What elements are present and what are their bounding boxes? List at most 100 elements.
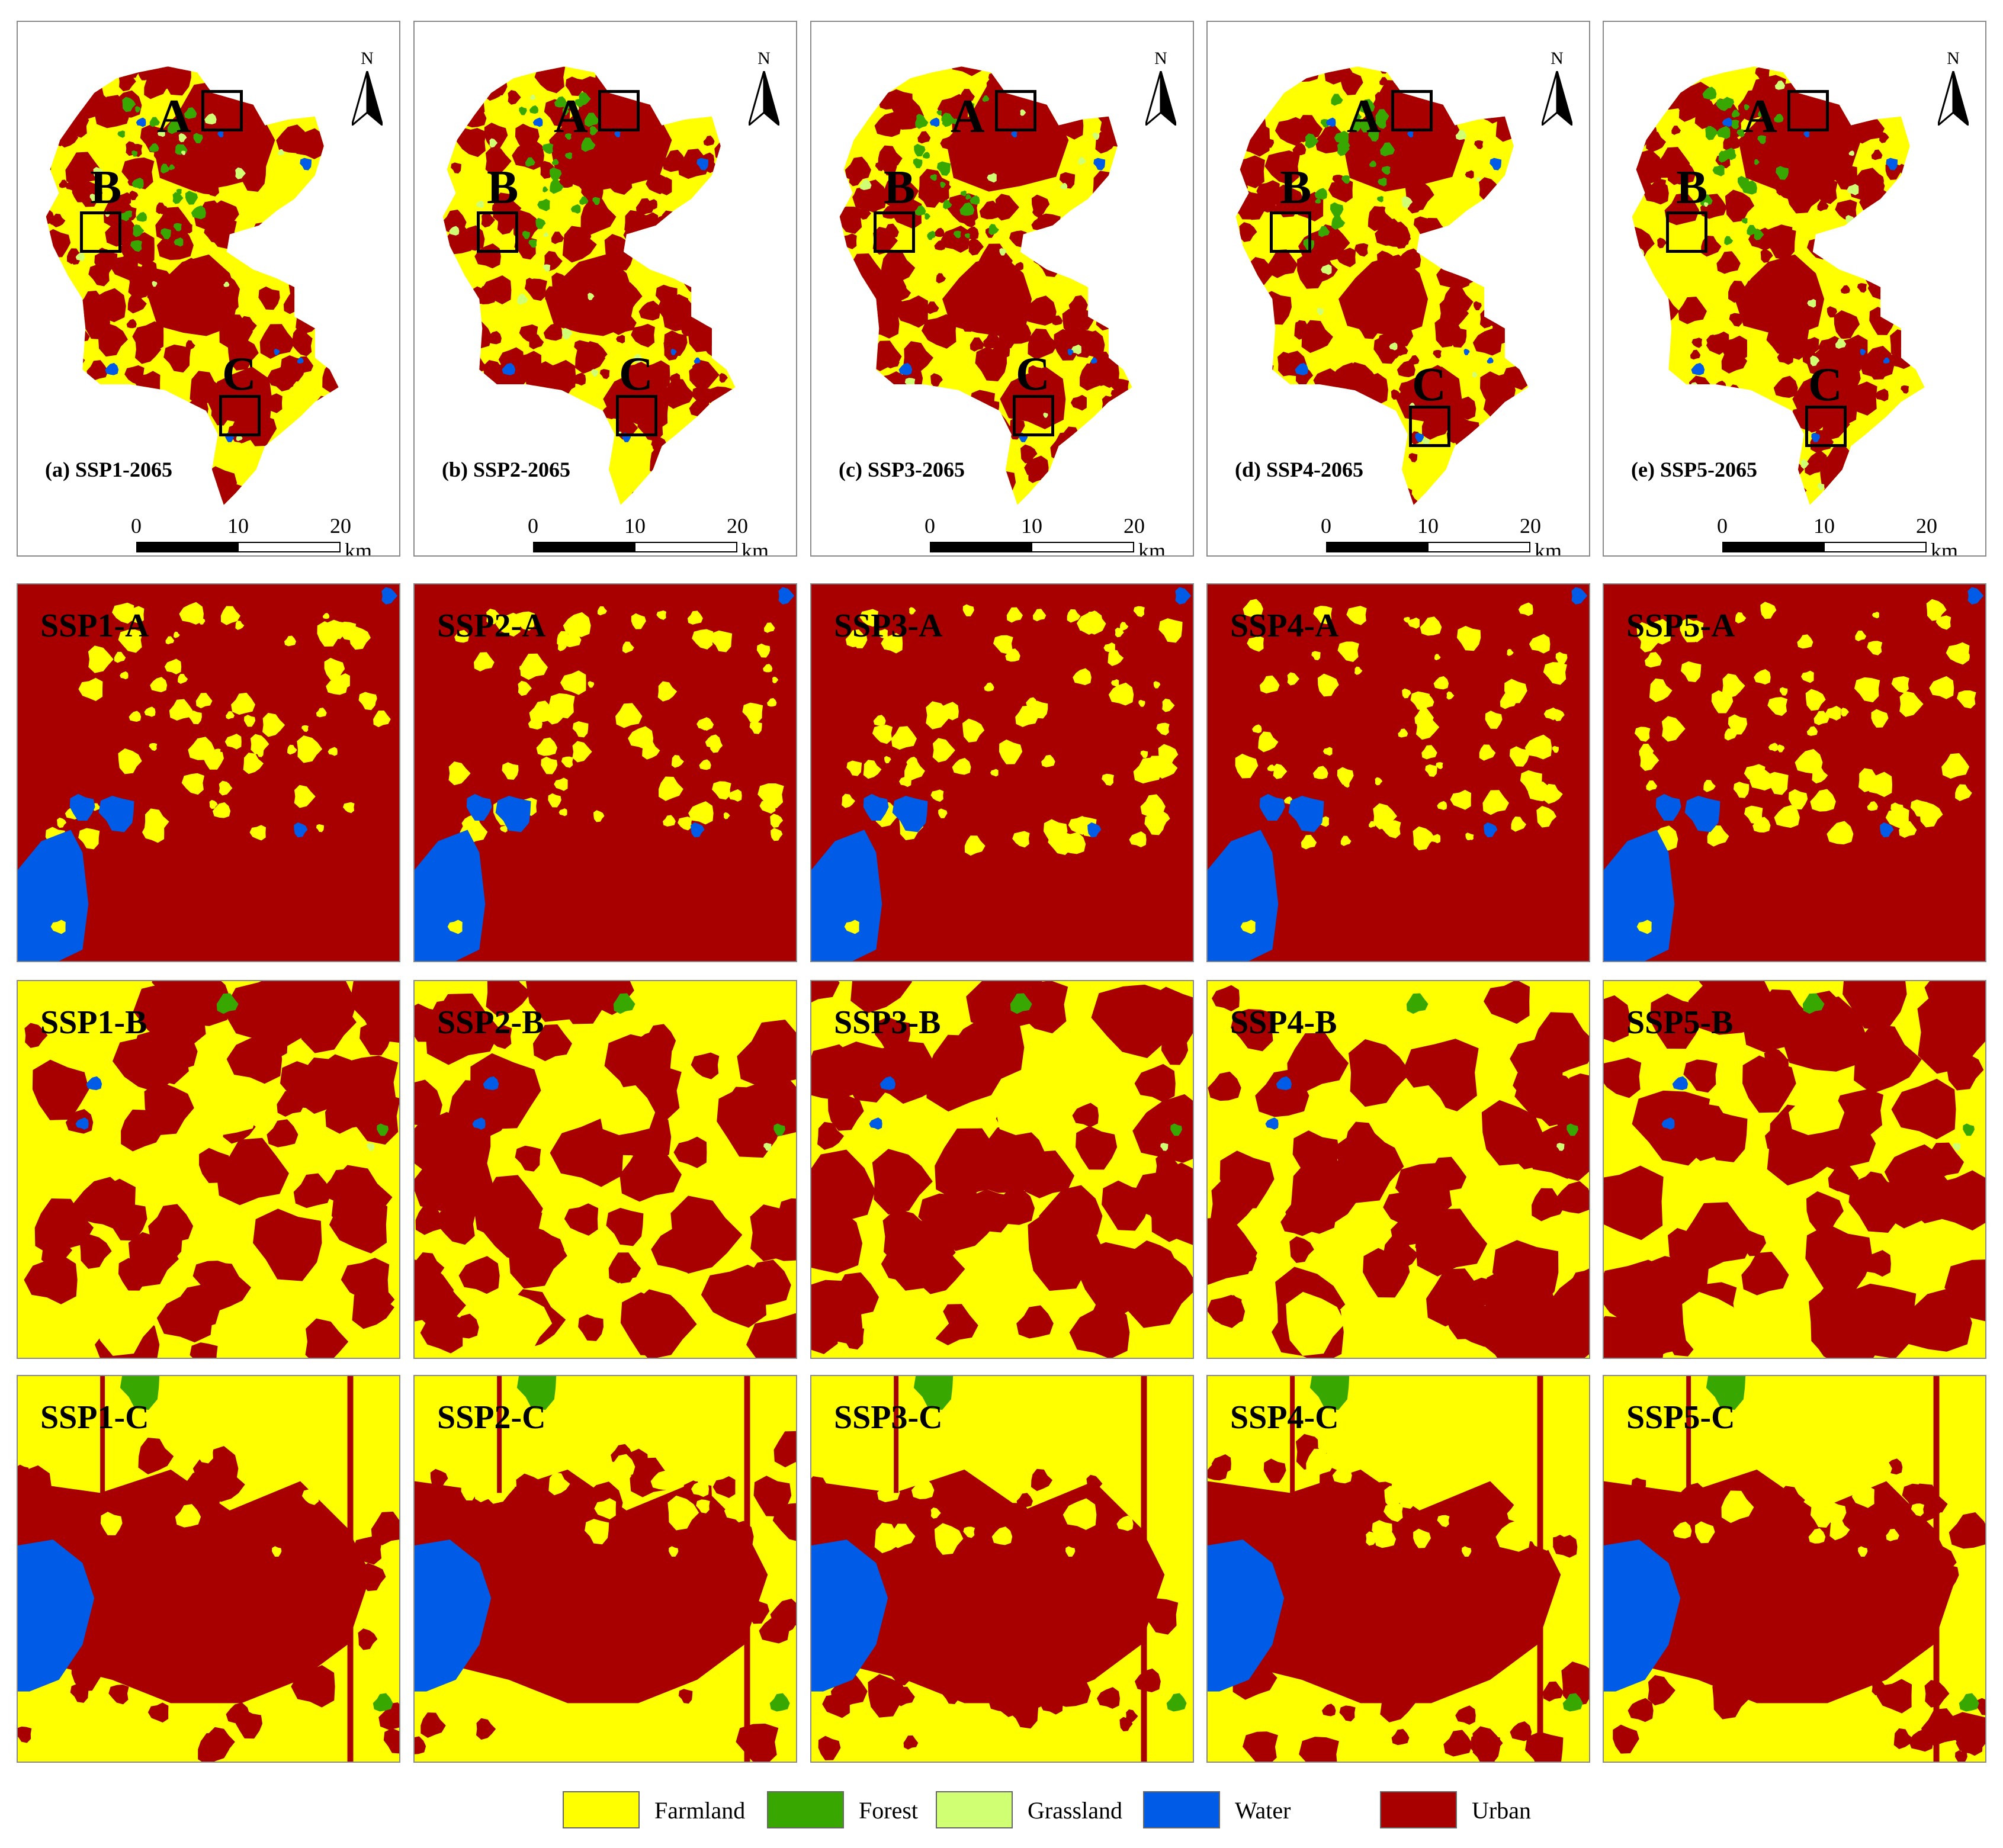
- urban-patch: [1651, 479, 1673, 504]
- urban-patch: [839, 307, 862, 336]
- forest-patch: [922, 152, 930, 159]
- water-body: [98, 796, 134, 833]
- water-patch: [1661, 1117, 1675, 1130]
- farmland-patch: [1899, 821, 1917, 838]
- urban-patch: [52, 343, 65, 356]
- farmland-patch: [859, 609, 879, 627]
- urban-patch: [1463, 245, 1476, 258]
- inset-map: [1604, 981, 1985, 1358]
- farmland-patch: [1313, 605, 1333, 625]
- urban-patch: [296, 303, 323, 335]
- urban-patch: [1561, 1661, 1589, 1706]
- farmland-patch: [1403, 616, 1410, 624]
- forest-patch: [1315, 198, 1321, 204]
- grassland-patch: [1270, 76, 1282, 88]
- urban-patch: [1954, 1750, 1967, 1762]
- urban-strip: [1933, 1376, 1940, 1762]
- urban-patch: [903, 1735, 919, 1750]
- scale-bar: 0 10 20 km: [925, 513, 1167, 555]
- farmland-patch: [301, 1488, 320, 1505]
- farmland-patch: [1495, 1519, 1531, 1552]
- urban-patch: [1483, 1264, 1555, 1326]
- urban-patch: [1532, 1188, 1566, 1222]
- farmland-patch: [149, 743, 158, 751]
- zoom-box-b: [874, 211, 915, 253]
- urban-patch: [839, 494, 862, 505]
- urban-patch: [1115, 338, 1132, 361]
- urban-patch: [1665, 1628, 1706, 1665]
- scale-tick: 10: [624, 514, 646, 538]
- water-body: [892, 796, 928, 833]
- urban-patch: [1292, 66, 1320, 82]
- urban-patch: [850, 981, 913, 1014]
- urban-patch: [249, 1635, 296, 1678]
- urban-patch: [1857, 97, 1877, 117]
- urban-patch: [1066, 1618, 1085, 1636]
- urban-patch: [1508, 1600, 1532, 1621]
- urban-patch: [352, 1536, 383, 1565]
- farmland-patch: [952, 758, 971, 775]
- urban-patch: [1524, 1731, 1564, 1762]
- farmland-patch: [316, 824, 324, 833]
- urban-patch: [1920, 467, 1925, 487]
- water-patch: [1722, 117, 1732, 127]
- urban-patch: [1374, 487, 1389, 500]
- urban-patch: [1828, 1163, 1859, 1192]
- urban-patch: [1805, 1550, 1822, 1565]
- grassland-patch: [1848, 150, 1854, 156]
- urban-patch: [169, 981, 232, 1026]
- urban-patch: [1841, 1283, 1917, 1358]
- grassland-patch: [517, 294, 528, 305]
- farmland-patch: [96, 1291, 156, 1356]
- urban-patch: [872, 272, 890, 290]
- urban-patch: [719, 395, 736, 430]
- urban-patch: [1096, 365, 1115, 386]
- urban-patch: [1103, 297, 1125, 319]
- urban-patch: [988, 1688, 1015, 1712]
- farmland-patch: [615, 703, 643, 728]
- farmland-patch: [169, 699, 193, 721]
- inset-map: [415, 584, 796, 961]
- urban-patch: [1774, 224, 1793, 243]
- farmland-patch: [198, 618, 206, 625]
- inset-label: SSP2-B: [437, 1004, 544, 1041]
- urban-patch: [1686, 1103, 1741, 1161]
- farmland-patch: [873, 715, 886, 726]
- urban-patch: [1497, 445, 1525, 473]
- farmland-patch: [50, 920, 66, 934]
- forest-patch: [516, 1376, 557, 1410]
- urban-patch: [1091, 984, 1169, 1058]
- grassland-patch: [714, 316, 725, 326]
- farmland-patch: [561, 756, 574, 768]
- urban-patch: [817, 1121, 845, 1150]
- urban-patch: [320, 491, 331, 500]
- urban-patch: [616, 335, 625, 344]
- urban-patch: [1243, 1731, 1278, 1762]
- urban-patch: [518, 428, 547, 456]
- forest-patch: [1776, 166, 1789, 180]
- forest-patch: [941, 113, 951, 123]
- urban-patch: [246, 87, 261, 102]
- urban-patch: [970, 337, 985, 352]
- forest-patch: [131, 150, 138, 157]
- urban-patch: [528, 1230, 564, 1269]
- urban-patch: [436, 1207, 476, 1245]
- farmland-patch: [1065, 1546, 1076, 1557]
- farmland-patch: [1450, 789, 1472, 810]
- urban-patch: [127, 293, 147, 314]
- urban-patch: [1367, 417, 1386, 435]
- urban-patch: [1108, 223, 1122, 239]
- urban-patch: [1021, 1149, 1052, 1181]
- farmland-patch: [1102, 773, 1114, 786]
- forest-patch: [564, 152, 573, 160]
- scale-bar-graphic: [1722, 542, 1927, 552]
- urban-patch: [1134, 1063, 1176, 1103]
- urban-patch: [1818, 188, 1830, 200]
- inset-panel: SSP5-B: [1603, 980, 1986, 1359]
- urban-patch: [852, 183, 883, 213]
- urban-patch: [463, 425, 493, 454]
- urban-patch: [895, 295, 928, 328]
- farmland-patch: [104, 1450, 133, 1477]
- urban-patch: [1842, 981, 1907, 1030]
- water-patch: [1067, 348, 1074, 356]
